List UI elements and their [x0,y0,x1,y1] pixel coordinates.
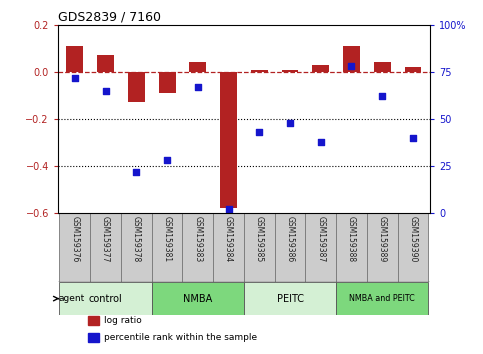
Point [102,88,110,93]
Text: GSM159376: GSM159376 [71,216,79,262]
Text: GSM159388: GSM159388 [347,216,356,262]
Bar [313,65,329,72]
Text: GSM159390: GSM159390 [409,216,417,262]
Bar [336,213,367,282]
Point [132,169,140,175]
Text: GSM159381: GSM159381 [163,216,171,262]
Bar [189,62,206,72]
Bar [282,69,298,72]
Bar [183,213,213,282]
Bar [67,46,84,72]
Bar [88,316,99,325]
Text: percentile rank within the sample: percentile rank within the sample [104,333,257,342]
Bar [59,213,90,282]
Point [71,75,79,80]
Bar [398,213,428,282]
Point [317,139,325,144]
Text: GSM159387: GSM159387 [316,216,325,262]
Point [163,158,171,163]
Bar [374,62,391,72]
Bar [336,282,428,315]
Bar [305,213,336,282]
Bar [275,213,305,282]
Text: GSM159389: GSM159389 [378,216,387,262]
Bar [244,282,336,315]
Point [194,84,202,90]
Point [348,63,355,69]
Bar [128,72,145,102]
Point [286,120,294,126]
Point [225,206,232,212]
Text: GDS2839 / 7160: GDS2839 / 7160 [58,11,161,24]
Bar [59,282,152,315]
Bar [220,72,237,209]
Text: GSM159377: GSM159377 [101,216,110,262]
Text: GSM159386: GSM159386 [285,216,295,262]
Bar [343,46,360,72]
Bar [251,69,268,72]
Text: NMBA and PEITC: NMBA and PEITC [349,294,415,303]
Text: GSM159378: GSM159378 [132,216,141,262]
Text: GSM159385: GSM159385 [255,216,264,262]
Bar [367,213,398,282]
Text: PEITC: PEITC [277,293,303,304]
Bar [158,72,175,93]
Text: agent: agent [58,294,85,303]
Text: control: control [89,293,123,304]
Bar [213,213,244,282]
Bar [97,55,114,72]
Text: NMBA: NMBA [183,293,213,304]
Bar [121,213,152,282]
Point [409,135,417,141]
Bar [405,67,421,72]
Bar [88,333,99,342]
Point [378,93,386,99]
Text: log ratio: log ratio [104,316,142,325]
Bar [152,213,183,282]
Bar [152,282,244,315]
Bar [244,213,275,282]
Point [256,129,263,135]
Text: GSM159384: GSM159384 [224,216,233,262]
Bar [90,213,121,282]
Text: GSM159383: GSM159383 [193,216,202,262]
